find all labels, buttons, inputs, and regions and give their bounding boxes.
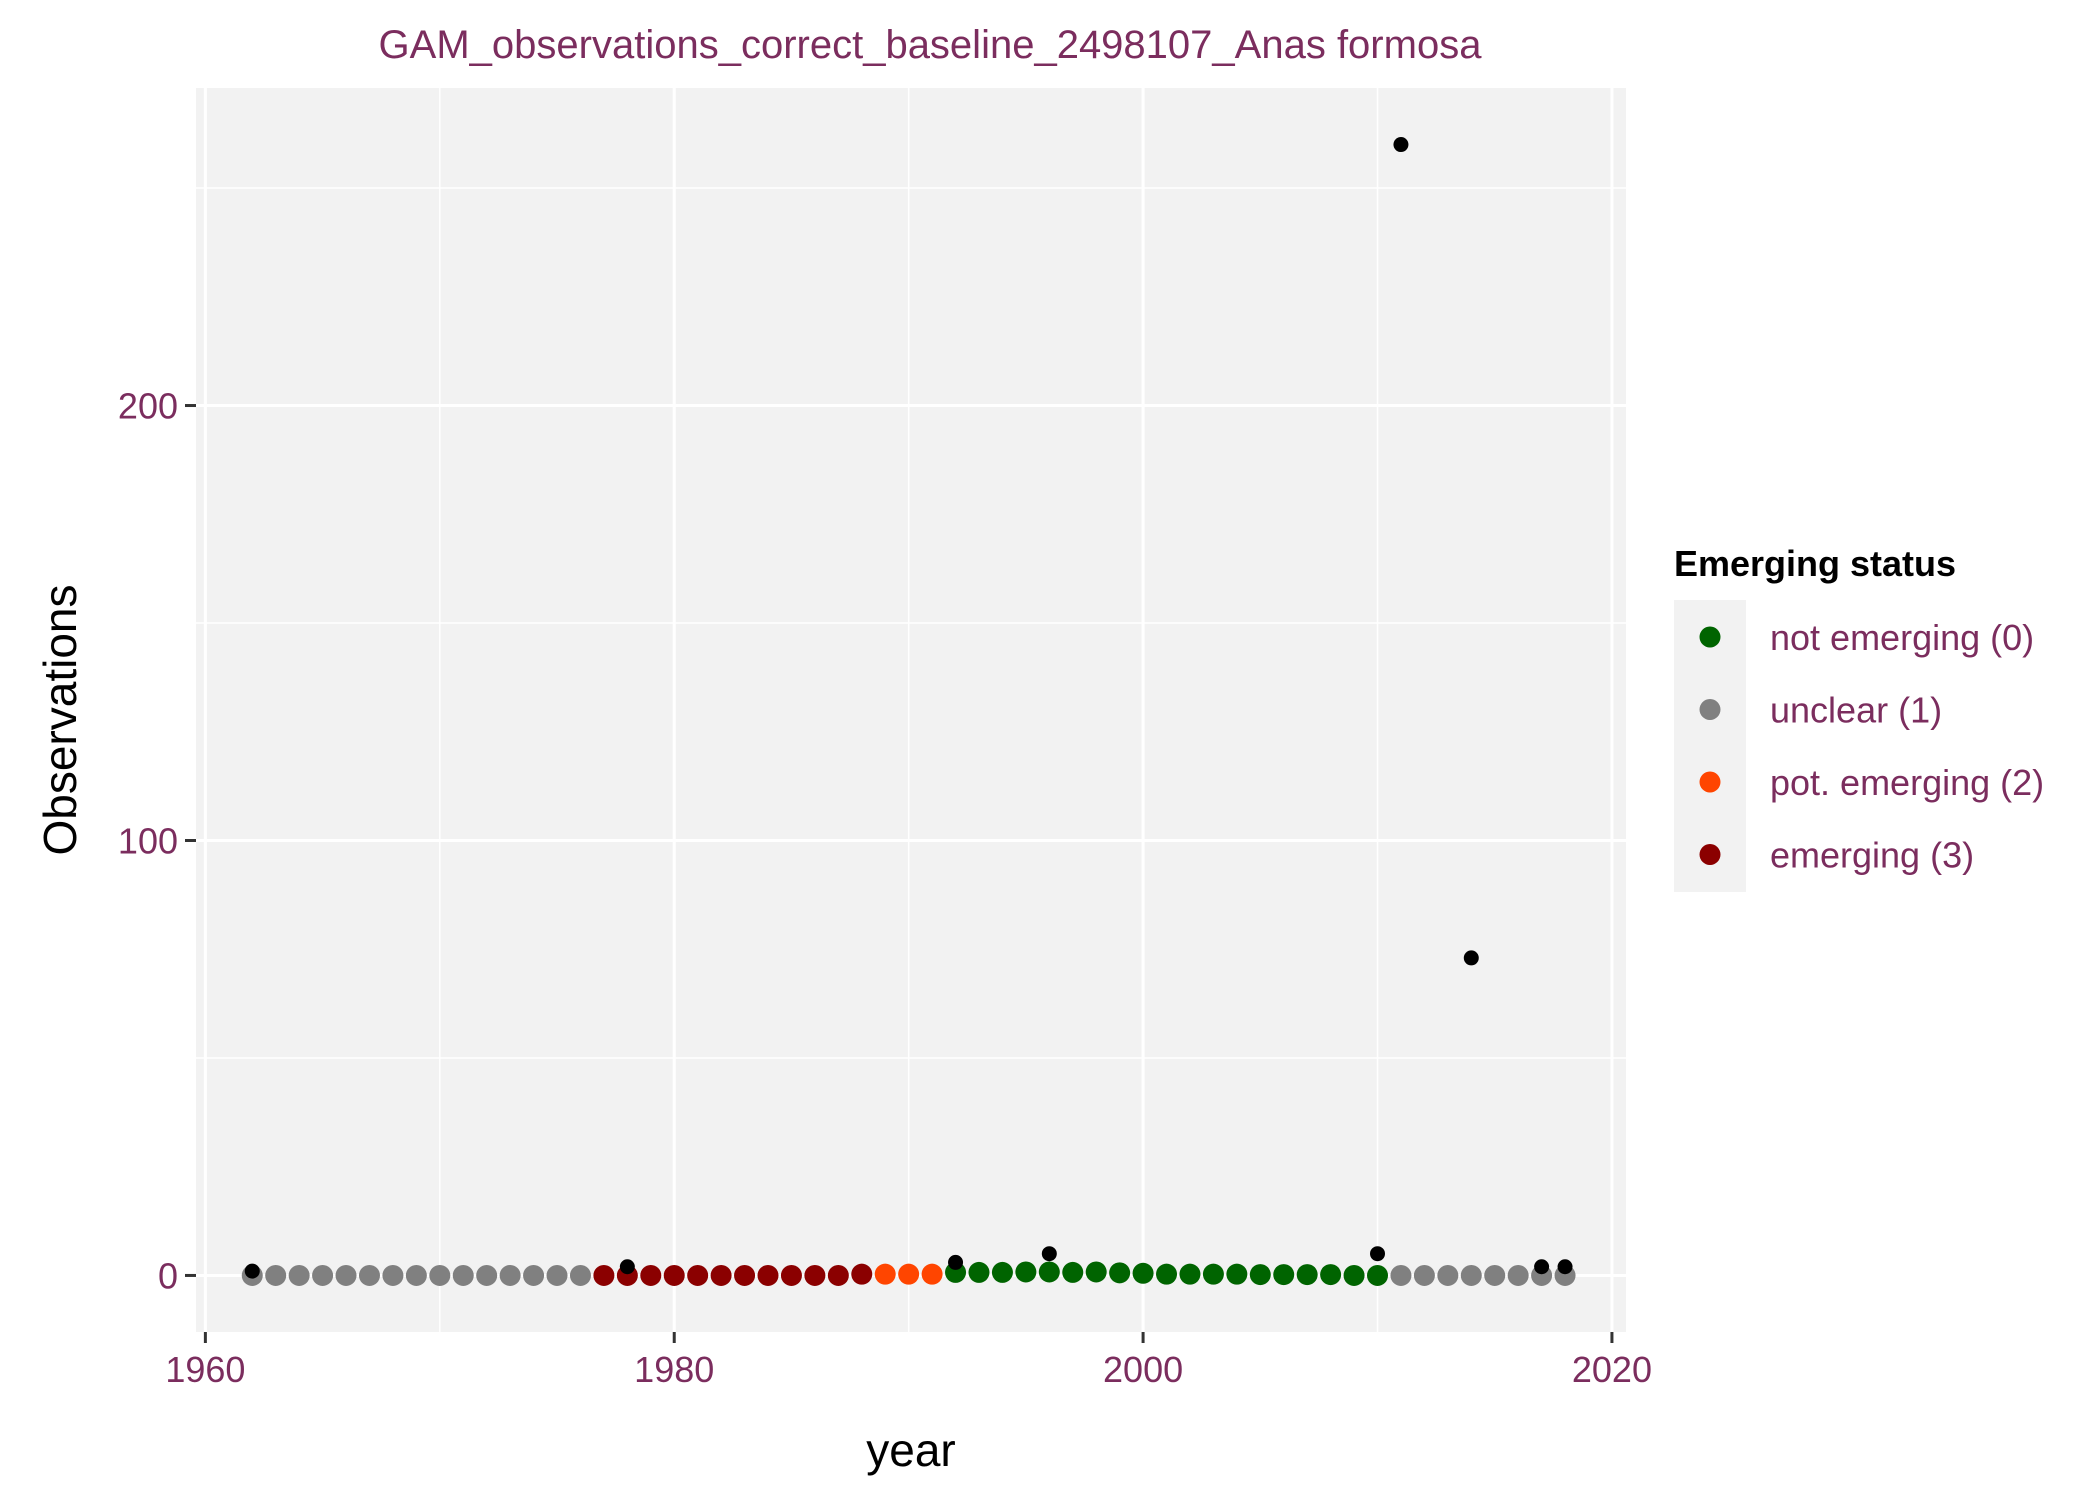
gam-fit-points [241, 1261, 1576, 1286]
observation-point [1393, 137, 1409, 153]
legend: Emerging status not emerging (0) unclear … [1674, 543, 2044, 892]
gam-point [804, 1264, 826, 1286]
y-axis-title: Observations [34, 584, 86, 855]
gam-point [640, 1264, 662, 1286]
observation-point [1370, 1246, 1386, 1262]
legend-key [1699, 699, 1721, 720]
gam-point [1038, 1261, 1060, 1283]
gam-point [429, 1264, 451, 1286]
legend-label: not emerging (0) [1770, 617, 2034, 658]
gam-point [874, 1263, 896, 1285]
gam-point [780, 1264, 802, 1286]
plot-panel [196, 88, 1626, 1332]
x-tick-label: 2000 [1103, 1349, 1183, 1390]
x-axis-title: year [866, 1424, 955, 1476]
gam-point [757, 1264, 779, 1286]
y-tick-label: 100 [118, 820, 178, 861]
gam-point [1484, 1264, 1506, 1286]
gam-point [265, 1264, 287, 1286]
gam-point [1296, 1264, 1318, 1286]
gam-point [476, 1264, 498, 1286]
observation-points [244, 137, 1573, 1279]
observation-point [619, 1259, 635, 1275]
gam-point [851, 1263, 873, 1285]
gam-point [991, 1261, 1013, 1283]
observation-point [244, 1263, 260, 1279]
gam-point [1320, 1264, 1342, 1286]
gam-point [593, 1264, 615, 1286]
x-tick-label: 2020 [1572, 1349, 1652, 1390]
observation-point [1557, 1259, 1573, 1275]
observation-point [1534, 1259, 1550, 1275]
legend-title: Emerging status [1674, 543, 1956, 584]
gam-point [1437, 1264, 1459, 1286]
gam-point [1390, 1264, 1412, 1286]
gam-point [1156, 1263, 1178, 1285]
gam-point [1202, 1263, 1224, 1285]
gam-point [1507, 1264, 1529, 1286]
gam-point [1085, 1261, 1107, 1283]
gam-point [898, 1263, 920, 1285]
gam-point [734, 1264, 756, 1286]
gam-point [405, 1264, 427, 1286]
gam-point [546, 1264, 568, 1286]
legend-label: emerging (3) [1770, 835, 1974, 876]
legend-label: unclear (1) [1770, 690, 1942, 731]
gam-point [1062, 1261, 1084, 1283]
gam-point [523, 1264, 545, 1286]
gam-point [452, 1264, 474, 1286]
legend-key [1699, 844, 1721, 865]
gam-point [499, 1264, 521, 1286]
legend-label: pot. emerging (2) [1770, 762, 2044, 803]
x-tick-label: 1980 [634, 1349, 714, 1390]
axes: 1960 1980 2000 2020 0 100 200 [118, 386, 1652, 1390]
legend-key-background [1674, 600, 1746, 892]
gam-point [687, 1264, 709, 1286]
gam-point [288, 1264, 310, 1286]
gam-point [312, 1264, 334, 1286]
gam-point [827, 1264, 849, 1286]
gam-point [710, 1264, 732, 1286]
gam-point [1367, 1264, 1389, 1286]
gam-point [1273, 1264, 1295, 1286]
gam-point [1460, 1264, 1482, 1286]
legend-key [1699, 771, 1721, 793]
y-tick-label: 0 [158, 1255, 178, 1296]
gam-point [358, 1264, 380, 1286]
gam-point [1015, 1261, 1037, 1283]
gam-point [569, 1264, 591, 1286]
gam-point [1413, 1264, 1435, 1286]
x-tick-label: 1960 [165, 1349, 245, 1390]
y-tick-label: 200 [118, 386, 178, 427]
observation-point [1041, 1246, 1057, 1262]
observation-point [1463, 950, 1479, 966]
gam-point [663, 1264, 685, 1286]
gam-point [1249, 1264, 1271, 1286]
gam-point [921, 1263, 943, 1285]
gam-point [382, 1264, 404, 1286]
gam-point [1226, 1263, 1248, 1285]
observation-point [948, 1254, 964, 1270]
gam-point [1179, 1263, 1201, 1285]
gam-point [968, 1261, 990, 1283]
chart-title: GAM_observations_correct_baseline_249810… [379, 23, 1483, 67]
legend-key [1699, 626, 1721, 648]
gam-point [1109, 1262, 1131, 1284]
gam-point [1132, 1262, 1154, 1284]
gam-point [1343, 1264, 1365, 1286]
gam-point [335, 1264, 357, 1286]
